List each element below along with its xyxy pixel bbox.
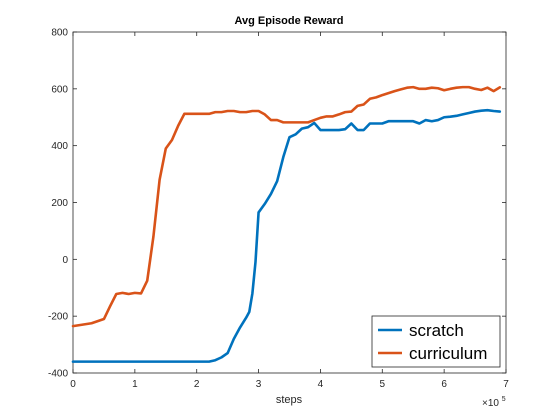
- x-tick-label: 6: [441, 379, 447, 390]
- x-tick-label: 7: [503, 379, 509, 390]
- series-line-curriculum: [71, 85, 502, 328]
- x-axis-exponent: ×10 5: [482, 396, 506, 409]
- x-axis-label: steps: [276, 394, 303, 406]
- legend-label-curriculum: curriculum: [409, 344, 487, 363]
- y-tick-label: 800: [51, 28, 68, 39]
- legend-box: [371, 315, 501, 368]
- y-tick-label: -200: [48, 312, 68, 323]
- legend-label-scratch: scratch: [409, 321, 464, 340]
- y-axis: -400 -200 0 200 400 600 800: [48, 28, 506, 380]
- x-tick-label: 4: [318, 379, 324, 390]
- chart-title: Avg Episode Reward: [234, 15, 343, 27]
- y-tick-label: 400: [51, 141, 68, 152]
- x-axis-exponent-power: 5: [502, 396, 506, 403]
- x-tick-label: 2: [194, 379, 200, 390]
- y-tick-label: 0: [62, 255, 68, 266]
- plot-area: [71, 31, 507, 374]
- x-axis: 0 1 2 3 4 5 6 7: [70, 32, 509, 390]
- x-tick-label: 1: [132, 379, 138, 390]
- series-line-scratch: [71, 108, 502, 363]
- y-tick-label: 200: [51, 198, 68, 209]
- x-tick-label: 3: [256, 379, 262, 390]
- series-layer: [71, 85, 502, 363]
- x-tick-label: 0: [70, 379, 76, 390]
- y-tick-label: 600: [51, 84, 68, 95]
- y-tick-label: -400: [48, 369, 68, 380]
- x-tick-label: 5: [380, 379, 386, 390]
- x-axis-exponent-base: ×10: [482, 398, 499, 409]
- legend: scratch curriculum: [371, 315, 501, 368]
